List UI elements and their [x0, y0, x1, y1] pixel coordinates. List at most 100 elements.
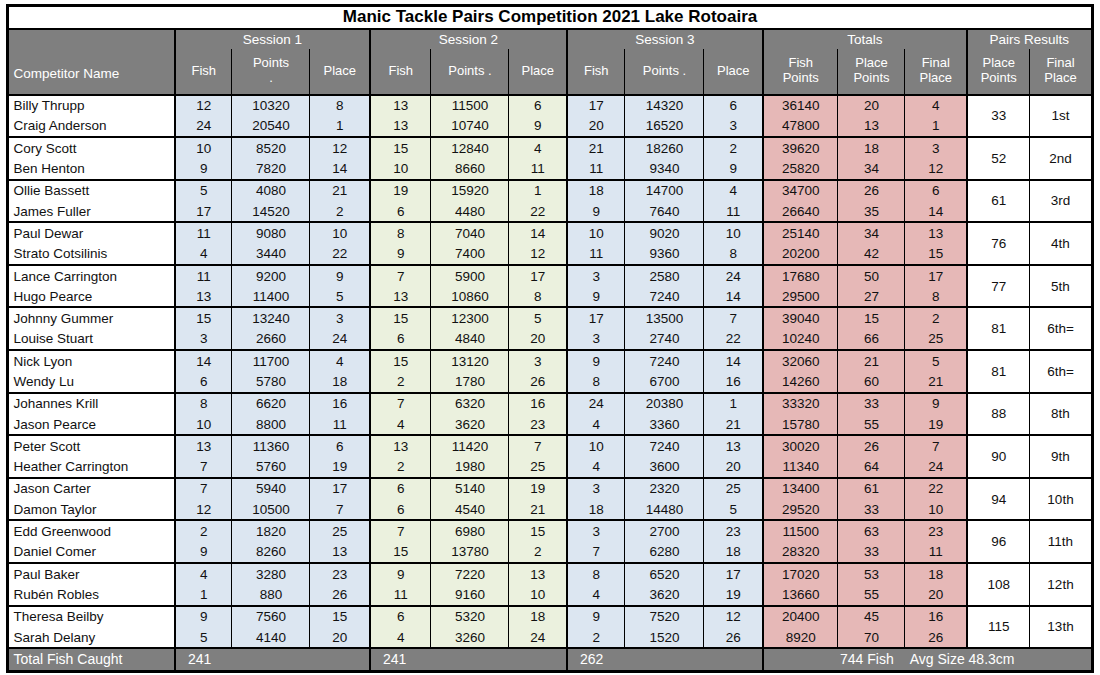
cell-s1-points: 5780	[232, 371, 310, 392]
cell-totals-fish-points: 39620	[763, 137, 838, 158]
cell-totals-fish-points: 33320	[763, 393, 838, 414]
cell-s2-points: 11420	[431, 435, 509, 456]
cell-totals-fish-points: 29520	[763, 499, 838, 520]
cell-totals-final-place: 5	[905, 350, 967, 371]
cell-s1-points: 1820	[232, 520, 310, 541]
cell-totals-final-place: 26	[905, 627, 967, 648]
cell-s2-points: 7220	[431, 563, 509, 584]
footer-session2-total: 241	[370, 648, 567, 671]
col-header-pairs-final-place: Final Place	[1030, 49, 1092, 95]
cell-s2-points: 9160	[431, 584, 509, 605]
cell-totals-fish-points: 14260	[763, 371, 838, 392]
cell-s2-fish: 13	[370, 116, 431, 137]
cell-s1-points: 8520	[232, 137, 310, 158]
cell-s2-fish: 6	[370, 201, 431, 222]
cell-s2-place: 11	[509, 158, 567, 179]
cell-totals-final-place: 25	[905, 329, 967, 350]
cell-totals-place-points: 64	[838, 457, 905, 478]
cell-s3-place: 12	[704, 606, 763, 627]
cell-s3-points: 16520	[625, 116, 704, 137]
cell-s3-place: 22	[704, 329, 763, 350]
competitor-row: Hugo Pearce13114005131086089724014295002…	[8, 286, 1092, 307]
cell-s2-place: 20	[509, 329, 567, 350]
competitor-name: Theresa Beilby	[8, 606, 175, 627]
cell-s1-points: 3440	[232, 244, 310, 265]
cell-pair-place-points: 77	[967, 265, 1030, 308]
cell-s1-fish: 10	[175, 137, 232, 158]
competitor-name: Wendy Lu	[8, 371, 175, 392]
cell-s2-fish: 4	[370, 627, 431, 648]
cell-s3-fish: 17	[567, 307, 625, 328]
cell-s1-fish: 7	[175, 457, 232, 478]
cell-s2-fish: 15	[370, 350, 431, 371]
cell-pair-final-place: 5th	[1030, 265, 1092, 308]
cell-s1-fish: 4	[175, 563, 232, 584]
cell-s2-fish: 15	[370, 137, 431, 158]
cell-s3-fish: 3	[567, 520, 625, 541]
cell-pair-place-points: 81	[967, 307, 1030, 350]
pair-block: Jason Carter7594017651401932320251340061…	[8, 478, 1092, 521]
cell-s3-place: 9	[704, 158, 763, 179]
cell-s1-place: 25	[310, 520, 370, 541]
cell-s1-points: 9080	[232, 222, 310, 243]
cell-s1-place: 21	[310, 180, 370, 201]
cell-s1-points: 11700	[232, 350, 310, 371]
cell-totals-final-place: 14	[905, 201, 967, 222]
competitor-row: Damon Taylor1210500764540211814480529520…	[8, 499, 1092, 520]
cell-s2-points: 10860	[431, 286, 509, 307]
cell-s1-place: 13	[310, 542, 370, 563]
cell-totals-fish-points: 25140	[763, 222, 838, 243]
cell-s3-fish: 10	[567, 435, 625, 456]
cell-s2-fish: 11	[370, 584, 431, 605]
cell-s3-place: 19	[704, 584, 763, 605]
cell-s2-points: 13120	[431, 350, 509, 371]
cell-totals-place-points: 45	[838, 606, 905, 627]
cell-s3-fish: 9	[567, 286, 625, 307]
cell-s1-fish: 17	[175, 201, 232, 222]
cell-totals-place-points: 26	[838, 180, 905, 201]
cell-s2-place: 8	[509, 286, 567, 307]
cell-totals-fish-points: 10240	[763, 329, 838, 350]
cell-s2-points: 5140	[431, 478, 509, 499]
cell-s1-points: 7560	[232, 606, 310, 627]
cell-s1-points: 20540	[232, 116, 310, 137]
cell-s3-points: 9340	[625, 158, 704, 179]
cell-totals-fish-points: 47800	[763, 116, 838, 137]
cell-s3-place: 25	[704, 478, 763, 499]
cell-s3-place: 21	[704, 414, 763, 435]
cell-s2-place: 22	[509, 201, 567, 222]
cell-totals-final-place: 23	[905, 520, 967, 541]
cell-pair-place-points: 94	[967, 478, 1030, 521]
competitor-name: Peter Scott	[8, 435, 175, 456]
cell-totals-final-place: 18	[905, 563, 967, 584]
cell-s2-place: 26	[509, 371, 567, 392]
cell-totals-place-points: 34	[838, 158, 905, 179]
cell-s3-place: 14	[704, 350, 763, 371]
pair-block: Peter Scott13113606131142071072401330020…	[8, 435, 1092, 478]
competitor-row: Paul Dewar119080108704014109020102514034…	[8, 222, 1092, 243]
cell-s3-place: 2	[704, 137, 763, 158]
cell-s2-fish: 6	[370, 329, 431, 350]
competitor-row: Johannes Krill86620167632016242038013332…	[8, 393, 1092, 414]
cell-totals-place-points: 70	[838, 627, 905, 648]
competitor-row: Lance Carrington119200975900173258024176…	[8, 265, 1092, 286]
cell-s3-points: 3620	[625, 584, 704, 605]
competitor-row: Edd Greenwood218202576980153270023115006…	[8, 520, 1092, 541]
cell-totals-final-place: 1	[905, 116, 967, 137]
cell-s1-points: 6620	[232, 393, 310, 414]
cell-s3-place: 14	[704, 286, 763, 307]
cell-s2-fish: 6	[370, 499, 431, 520]
cell-s2-place: 5	[509, 307, 567, 328]
cell-s1-fish: 8	[175, 393, 232, 414]
cell-s3-place: 10	[704, 222, 763, 243]
cell-totals-fish-points: 39040	[763, 307, 838, 328]
cell-totals-final-place: 12	[905, 158, 967, 179]
cell-s2-place: 14	[509, 222, 567, 243]
cell-totals-place-points: 13	[838, 116, 905, 137]
cell-pair-final-place: 1st	[1030, 95, 1092, 138]
cell-pair-place-points: 33	[967, 95, 1030, 138]
col-header-totals-place-points: Place Points	[838, 49, 905, 95]
pair-block: Nick Lyon1411700415131203972401432060215…	[8, 350, 1092, 393]
cell-s2-points: 1980	[431, 457, 509, 478]
competitor-row: Peter Scott13113606131142071072401330020…	[8, 435, 1092, 456]
